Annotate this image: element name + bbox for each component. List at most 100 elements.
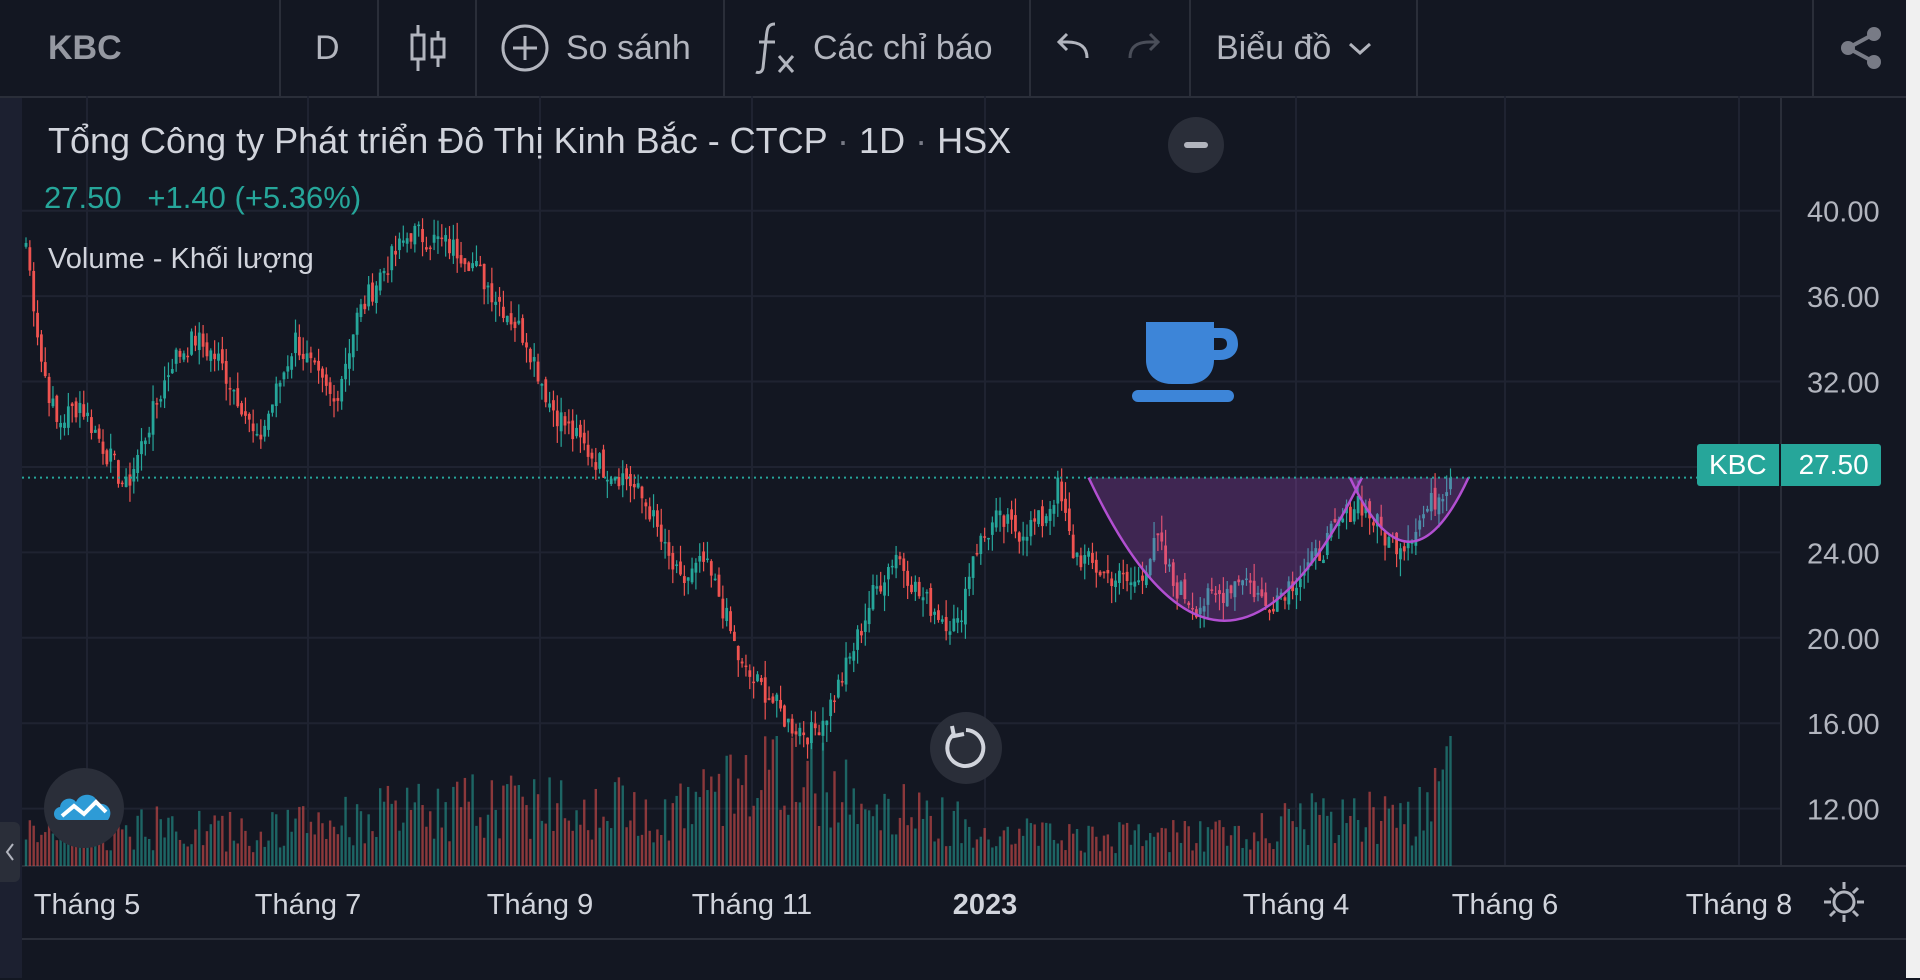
candle-body: [109, 448, 113, 462]
volume-bar: [51, 833, 55, 866]
candle-body: [729, 611, 732, 632]
left-panel-toggle[interactable]: [0, 822, 20, 882]
candle-body: [1210, 589, 1214, 591]
volume-bar: [1326, 815, 1329, 866]
candle-body: [810, 722, 813, 744]
candle-body: [725, 607, 729, 622]
volume-bar: [155, 806, 159, 866]
volume-bar: [521, 796, 524, 866]
symbol-search-button[interactable]: KBC: [48, 0, 122, 96]
candle-body: [43, 362, 47, 377]
candle-body: [1383, 532, 1387, 546]
volume-bar: [163, 837, 166, 866]
volume-bar: [752, 805, 755, 866]
compare-button[interactable]: So sánh: [500, 0, 691, 96]
candle-body: [1091, 552, 1094, 563]
redo-button[interactable]: [1124, 0, 1164, 96]
candle-body: [382, 270, 386, 274]
candle-body: [70, 403, 74, 406]
share-button[interactable]: [1838, 0, 1884, 96]
chart-type-dropdown[interactable]: Biểu đồ: [1216, 0, 1375, 96]
cloud-chart-icon: [54, 794, 111, 820]
candle-body: [440, 237, 444, 240]
volume-bar: [1187, 826, 1190, 866]
candle-body: [182, 353, 186, 360]
candle-body: [917, 581, 921, 597]
candle-body: [478, 264, 482, 267]
volume-bar: [1418, 786, 1421, 866]
candle-body: [332, 398, 336, 402]
candle-body: [632, 483, 636, 488]
reset-chart-button[interactable]: [930, 712, 1002, 784]
volume-bar: [1233, 826, 1237, 866]
chart-style-button[interactable]: [408, 0, 448, 96]
volume-bar: [740, 785, 744, 866]
candle-body: [1129, 582, 1133, 586]
volume-bar: [336, 834, 340, 866]
volume-bar: [1095, 836, 1098, 866]
volume-bar: [1372, 807, 1375, 866]
candle-body: [1156, 533, 1160, 536]
candle-body: [1175, 582, 1179, 599]
undo-button[interactable]: [1053, 0, 1093, 96]
collapse-legend-button[interactable]: [1168, 117, 1224, 173]
candle-body: [351, 334, 355, 358]
candle-body: [1329, 523, 1333, 538]
bottom-toolbar: [22, 938, 1906, 980]
candle-body: [1114, 580, 1117, 588]
candle-body: [1295, 587, 1298, 596]
candle-body: [1006, 514, 1010, 524]
volume-bar: [1264, 838, 1267, 866]
volume-bar: [375, 836, 378, 866]
y-tick-label: 16.00: [1807, 709, 1880, 741]
candle-body: [659, 524, 663, 542]
volume-bar: [598, 827, 601, 866]
volume-bar: [232, 840, 236, 866]
volume-bar: [1237, 825, 1240, 866]
symbol-label: KBC: [48, 28, 122, 67]
volume-bar: [1021, 835, 1025, 866]
volume-bar: [63, 828, 66, 866]
volume-bar: [221, 815, 224, 866]
volume-bar: [509, 775, 513, 866]
candle-body: [140, 441, 143, 455]
logo-badge[interactable]: [44, 768, 124, 848]
volume-bar: [1183, 821, 1187, 866]
candle-body: [1272, 608, 1275, 612]
candle-body: [667, 542, 671, 556]
candle-body: [779, 699, 782, 709]
volume-bar: [644, 799, 648, 866]
volume-bar: [1129, 844, 1133, 866]
volume-bar: [1310, 793, 1314, 866]
volume-bar: [1387, 808, 1391, 866]
volume-bar: [1033, 824, 1036, 866]
volume-bar: [40, 834, 43, 866]
toolbar-divider: [1029, 0, 1031, 96]
indicators-button[interactable]: Các chỉ báo: [753, 0, 993, 96]
candle-body: [1395, 532, 1398, 555]
volume-bar: [1149, 833, 1152, 866]
price-chart[interactable]: 12.0016.0020.0024.0028.0032.0036.0040.00…: [0, 96, 1906, 938]
volume-bar: [1295, 827, 1298, 866]
volume-bar: [1210, 829, 1213, 866]
volume-bar: [255, 840, 259, 866]
volume-bar: [302, 806, 305, 866]
candle-body: [1144, 572, 1148, 586]
candle-body: [1399, 548, 1402, 560]
interval-button[interactable]: D: [315, 0, 340, 96]
candle-body: [706, 558, 709, 561]
volume-bar: [194, 829, 197, 866]
candle-body: [1195, 609, 1198, 618]
volume-bar: [941, 797, 944, 866]
right-edge-strip: [1906, 0, 1920, 978]
volume-bar: [806, 760, 809, 866]
price-tag-symbol: KBC: [1697, 444, 1779, 486]
candle-body: [290, 356, 294, 370]
candle-body: [990, 522, 994, 535]
candle-body: [717, 574, 721, 597]
chart-legend-title: Tổng Công ty Phát triển Đô Thị Kinh Bắc …: [48, 120, 1012, 161]
toolbar-divider: [1189, 0, 1191, 96]
candle-body: [525, 342, 528, 348]
volume-bar: [1168, 852, 1171, 866]
gear-icon[interactable]: [1822, 880, 1866, 924]
